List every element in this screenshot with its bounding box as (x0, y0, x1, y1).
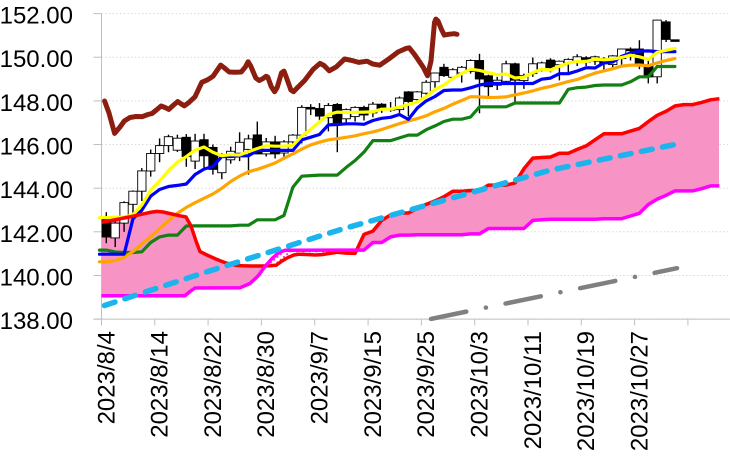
svg-text:2023/8/30: 2023/8/30 (253, 331, 280, 438)
svg-text:2023/8/22: 2023/8/22 (200, 331, 227, 438)
svg-text:138.00: 138.00 (0, 308, 73, 335)
svg-text:148.00: 148.00 (0, 90, 73, 117)
svg-text:2023/10/3: 2023/10/3 (467, 331, 494, 438)
svg-text:2023/10/11: 2023/10/11 (520, 331, 547, 449)
svg-text:2023/9/15: 2023/9/15 (360, 331, 387, 438)
svg-text:150.00: 150.00 (0, 46, 73, 73)
svg-text:152.00: 152.00 (0, 3, 73, 30)
svg-text:2023/9/7: 2023/9/7 (307, 331, 334, 424)
svg-text:140.00: 140.00 (0, 265, 73, 292)
svg-text:2023/10/19: 2023/10/19 (573, 331, 600, 451)
svg-text:142.00: 142.00 (0, 221, 73, 248)
svg-text:2023/10/27: 2023/10/27 (626, 331, 653, 451)
svg-text:2023/8/4: 2023/8/4 (93, 331, 120, 424)
svg-text:2023/8/14: 2023/8/14 (147, 331, 174, 438)
svg-text:146.00: 146.00 (0, 134, 73, 161)
svg-text:2023/9/25: 2023/9/25 (413, 331, 440, 438)
svg-text:144.00: 144.00 (0, 177, 73, 204)
